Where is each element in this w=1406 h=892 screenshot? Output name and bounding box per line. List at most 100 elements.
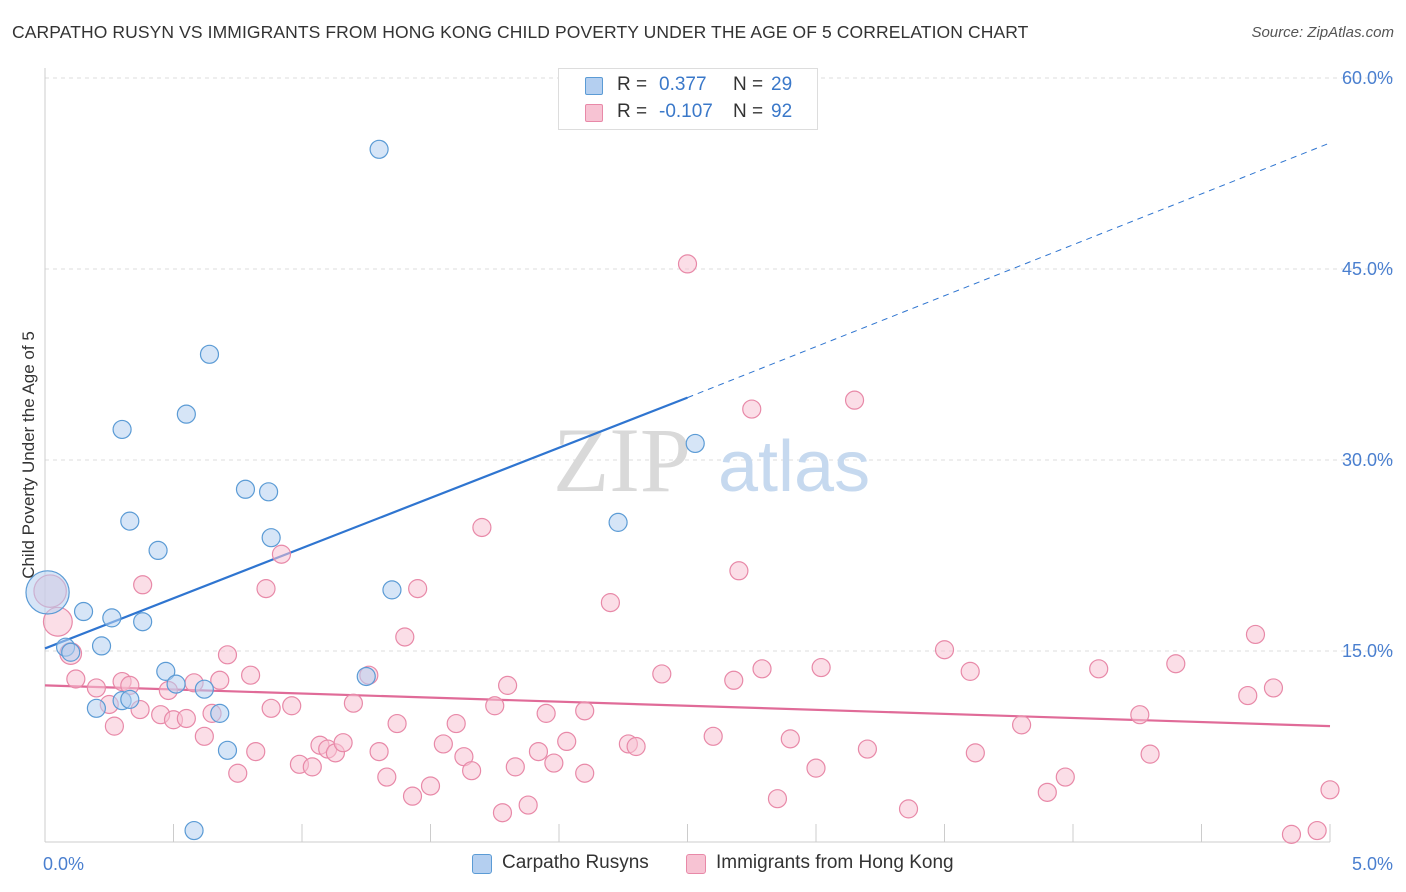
point-hong-kong — [536, 703, 556, 723]
point-hong-kong — [246, 741, 266, 762]
gridlines — [45, 77, 1395, 652]
point-carpatho-rusyn — [608, 512, 628, 532]
point-hong-kong — [1089, 659, 1109, 679]
chart-title: CARPATHO RUSYN VS IMMIGRANTS FROM HONG K… — [12, 22, 1029, 42]
point-carpatho-rusyn — [210, 703, 230, 723]
point-hong-kong — [271, 544, 292, 564]
x-tick-label-start: 0.0% — [43, 854, 84, 874]
point-hong-kong — [811, 657, 831, 678]
legend-r-label: R = — [617, 101, 648, 122]
point-carpatho-rusyn — [102, 608, 122, 628]
point-hong-kong — [544, 753, 564, 773]
legend-swatch-pink — [585, 104, 603, 122]
source-credit: Source: ZipAtlas.com — [1251, 24, 1394, 41]
point-hong-kong — [1011, 715, 1032, 735]
point-hong-kong — [420, 776, 441, 796]
point-hong-kong — [652, 664, 672, 684]
point-hong-kong — [965, 743, 985, 763]
point-hong-kong — [1140, 744, 1160, 764]
point-carpatho-rusyn — [194, 679, 214, 699]
point-carpatho-rusyn — [258, 482, 279, 502]
point-hong-kong — [387, 713, 407, 734]
point-carpatho-rusyn — [91, 636, 112, 656]
point-hong-kong — [703, 726, 723, 746]
point-carpatho-rusyn — [369, 139, 389, 159]
point-hong-kong — [1307, 820, 1327, 841]
point-hong-kong — [1055, 767, 1075, 787]
point-hong-kong — [1320, 780, 1340, 800]
point-hong-kong — [1281, 824, 1302, 844]
point-hong-kong — [241, 665, 261, 685]
point-carpatho-rusyn — [120, 689, 140, 709]
y-tick-label: 45.0% — [1342, 259, 1393, 279]
point-carpatho-rusyn — [156, 661, 176, 681]
point-hong-kong — [282, 696, 302, 716]
point-hong-kong — [934, 640, 955, 660]
point-hong-kong — [729, 561, 749, 581]
point-hong-kong — [742, 399, 762, 419]
axes — [44, 68, 1331, 843]
point-hong-kong — [960, 661, 980, 681]
point-hong-kong — [724, 670, 744, 690]
point-hong-kong — [575, 701, 595, 721]
point-carpatho-rusyn — [199, 344, 220, 364]
bottom-legend-swatch-blue — [472, 854, 492, 874]
point-carpatho-rusyn — [133, 612, 153, 632]
y-tick-label: 60.0% — [1342, 68, 1393, 88]
point-hong-kong — [844, 390, 865, 410]
point-hong-kong — [626, 736, 646, 757]
point-hong-kong — [377, 767, 397, 787]
point-carpatho-rusyn — [61, 642, 81, 662]
point-carpatho-rusyn — [685, 433, 705, 454]
y-tick-label: 30.0% — [1342, 450, 1393, 470]
trend-line-hong-kong — [44, 684, 1331, 728]
point-hong-kong — [433, 734, 453, 754]
point-hong-kong — [176, 708, 196, 729]
point-carpatho-rusyn — [148, 540, 168, 561]
point-hong-kong — [806, 758, 826, 778]
data-points — [25, 139, 1340, 844]
legend-r-label: R = — [617, 74, 648, 95]
y-tick-label: 15.0% — [1342, 641, 1393, 661]
point-hong-kong — [261, 698, 281, 718]
point-hong-kong — [194, 726, 214, 746]
point-hong-kong — [1245, 624, 1266, 645]
point-carpatho-rusyn — [261, 528, 281, 548]
watermark: ZIP atlas — [553, 409, 870, 511]
legend-n-value: 92 — [771, 101, 793, 122]
point-carpatho-rusyn — [166, 674, 186, 694]
point-hong-kong — [505, 757, 525, 777]
point-carpatho-rusyn — [235, 479, 256, 499]
point-hong-kong — [857, 739, 878, 759]
point-hong-kong — [333, 733, 353, 753]
legend-r-value: -0.107 — [659, 101, 713, 122]
point-carpatho-rusyn — [184, 820, 204, 841]
point-carpatho-rusyn — [120, 511, 140, 531]
point-hong-kong — [228, 763, 248, 783]
point-hong-kong — [780, 729, 800, 749]
point-carpatho-rusyn — [176, 404, 196, 424]
watermark-zip: ZIP — [553, 409, 691, 511]
point-carpatho-rusyn — [86, 698, 107, 718]
x-tick-label-end: 5.0% — [1352, 854, 1393, 874]
point-hong-kong — [86, 678, 107, 698]
point-hong-kong — [1238, 685, 1258, 706]
point-hong-kong — [217, 645, 238, 665]
trend-lines — [44, 142, 1331, 728]
correlation-legend: R = 0.377 N = 29 R = -0.107 N = 92 — [558, 68, 818, 130]
point-hong-kong — [1130, 705, 1150, 725]
point-hong-kong — [402, 786, 423, 806]
point-hong-kong — [256, 579, 276, 599]
point-hong-kong — [677, 254, 698, 274]
point-hong-kong — [498, 675, 518, 695]
trend-line-carpatho-extension — [687, 142, 1331, 399]
point-hong-kong — [472, 517, 492, 538]
legend-n-value: 29 — [771, 74, 793, 95]
point-hong-kong — [767, 789, 788, 809]
bottom-legend-label: Carpatho Rusyns — [502, 852, 649, 873]
point-hong-kong — [1037, 782, 1057, 802]
point-hong-kong — [369, 741, 389, 762]
point-carpatho-rusyn — [73, 601, 94, 622]
point-hong-kong — [518, 795, 538, 815]
